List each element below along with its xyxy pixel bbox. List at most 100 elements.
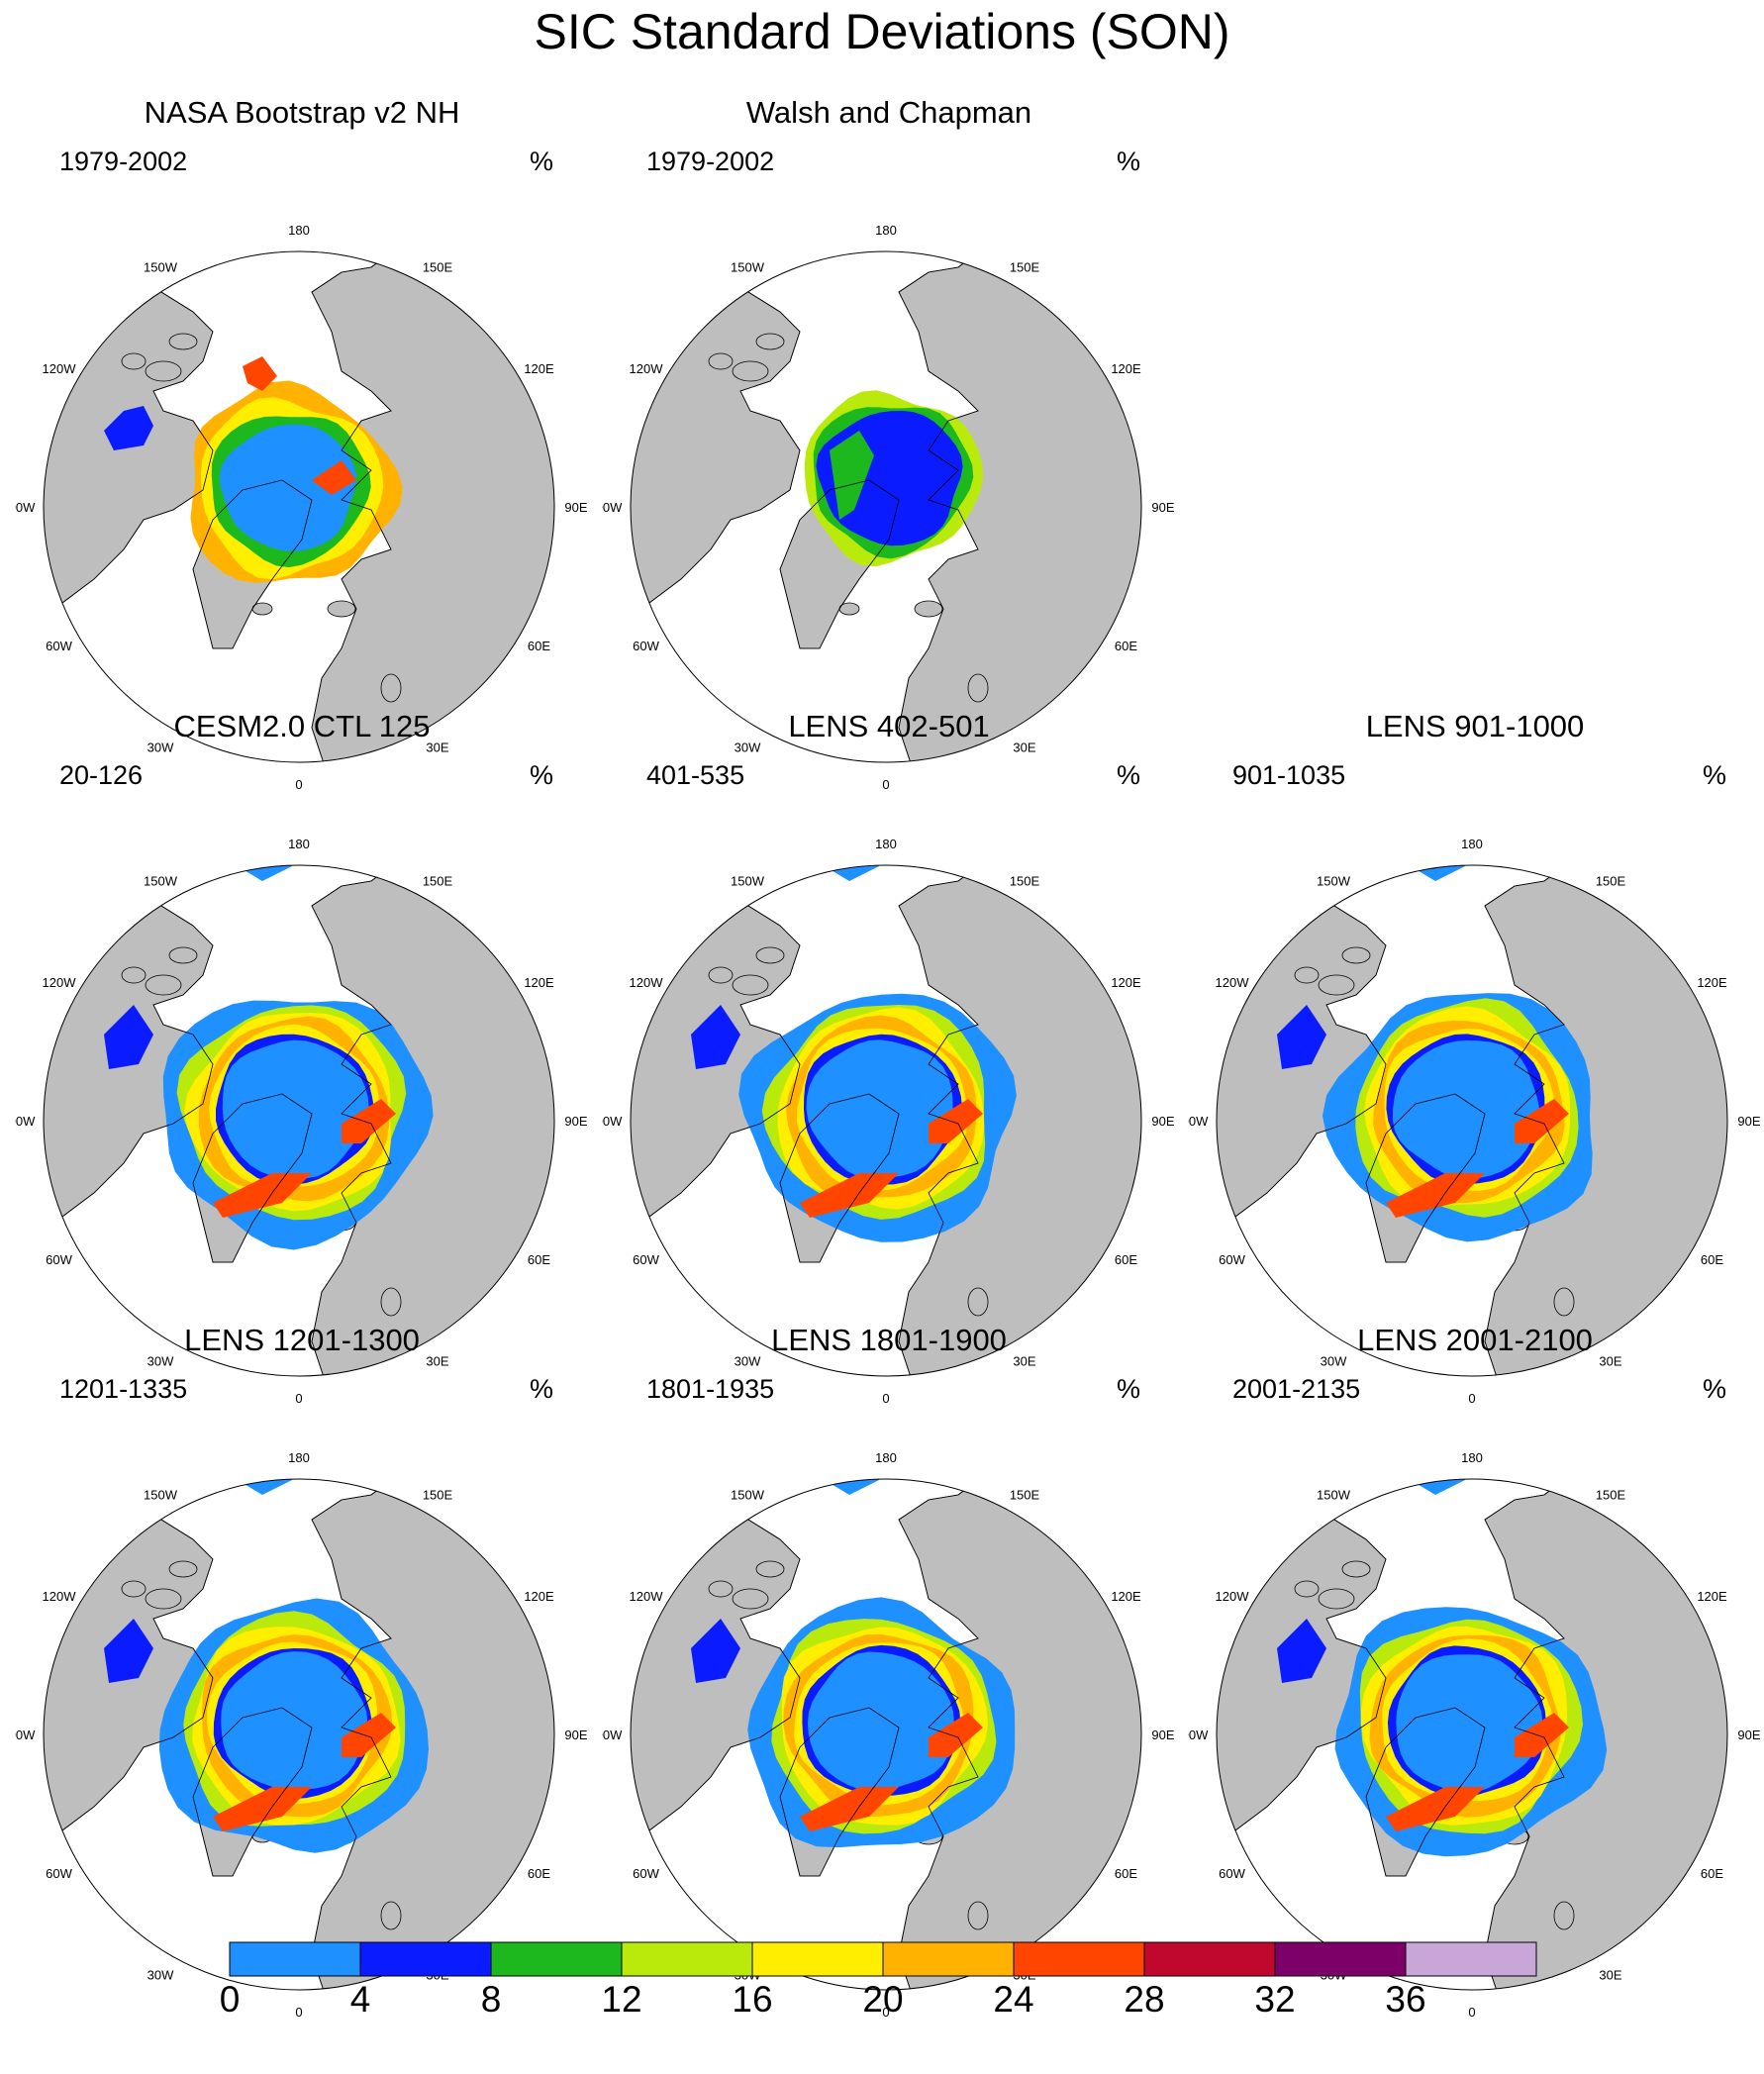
longitude-label: 120E — [1111, 361, 1141, 376]
panel-years: 401-535 — [646, 760, 745, 790]
longitude-label: 0 — [882, 777, 889, 792]
longitude-label: 120W — [1216, 1589, 1250, 1604]
panel-title: LENS 2001-2100 — [1357, 1323, 1593, 1357]
longitude-label: 30W — [735, 741, 761, 755]
longitude-label: 60W — [46, 639, 72, 653]
longitude-label: 90E — [564, 500, 587, 515]
longitude-label: 120W — [43, 361, 77, 376]
longitude-label: 120W — [630, 975, 664, 990]
map-panel: 180 150E 120E 90E 60E 30E 0 30W 60W 90W 120W 150W LE… — [602, 708, 1176, 1406]
panel-unit: % — [1703, 760, 1727, 790]
panel-years: 1801-1935 — [646, 1374, 775, 1404]
colorbar-tick-label: 28 — [1124, 1979, 1165, 2020]
longitude-label: 150W — [1317, 874, 1351, 889]
longitude-label: 0 — [295, 777, 302, 792]
map-panel: 180 150E 120E 90E 60E 30E 0 30W 60W 90W 120W 150W LE… — [15, 1322, 589, 2020]
longitude-label: 150E — [423, 260, 453, 275]
longitude-label: 30E — [1599, 1354, 1621, 1369]
colorbar-tick-label: 8 — [480, 1979, 502, 2020]
longitude-label: 30W — [1321, 1968, 1347, 1983]
colorbar-tick-label: 12 — [601, 1979, 642, 2020]
longitude-label: 150E — [423, 1488, 453, 1503]
panel-title: CESM2.0 CTL 125 — [173, 709, 431, 743]
longitude-label: 90W — [602, 1114, 623, 1129]
longitude-label: 60E — [1115, 1866, 1137, 1881]
longitude-label: 120E — [1111, 1589, 1141, 1604]
panel-years: 2001-2135 — [1232, 1374, 1361, 1404]
longitude-label: 30E — [426, 1354, 448, 1369]
panel-title: LENS 402-501 — [788, 709, 990, 743]
longitude-label: 180 — [1461, 837, 1483, 851]
colorbar-tick-label: 20 — [862, 1979, 904, 2020]
longitude-label: 150W — [144, 260, 178, 275]
longitude-label: 30E — [1599, 1968, 1621, 1983]
map-boundary — [43, 250, 555, 763]
longitude-label: 90W — [1188, 1728, 1209, 1742]
longitude-label: 150E — [1596, 874, 1626, 889]
map-boundary — [630, 1478, 1142, 1991]
longitude-label: 30W — [735, 1354, 761, 1369]
map-panel: 180 150E 120E 90E 60E 30E 0 30W 60W 90W 120W 150W CE… — [15, 708, 589, 1406]
longitude-label: 0 — [295, 1391, 302, 1406]
longitude-label: 0 — [1468, 1391, 1475, 1406]
longitude-label: 150E — [1010, 260, 1040, 275]
longitude-label: 150E — [423, 874, 453, 889]
polar-map: 180 150E 120E 90E 60E 30E 0 30W 60W 90W 120W 150W — [1188, 837, 1761, 1406]
map-boundary — [630, 864, 1142, 1377]
longitude-label: 120E — [1697, 975, 1727, 990]
longitude-label: 180 — [288, 223, 310, 238]
longitude-label: 0 — [882, 1391, 889, 1406]
panel-title: LENS 1801-1900 — [771, 1323, 1007, 1357]
map-panel: 180 150E 120E 90E 60E 30E 0 30W 60W 90W 120W 150W LE… — [1188, 708, 1762, 1406]
panel-years: 20-126 — [59, 760, 144, 790]
longitude-label: 150E — [1010, 1488, 1040, 1503]
map-boundary — [43, 864, 555, 1377]
longitude-label: 60E — [528, 1866, 550, 1881]
figure-title: SIC Standard Deviations (SON) — [534, 4, 1230, 59]
longitude-label: 120W — [43, 1589, 77, 1604]
polar-map: 180 150E 120E 90E 60E 30E 0 30W 60W 90W 120W 150W — [602, 837, 1175, 1406]
panel-unit: % — [530, 147, 554, 176]
longitude-label: 30W — [1321, 1354, 1347, 1369]
longitude-label: 30E — [426, 741, 448, 755]
longitude-label: 90W — [1188, 1114, 1209, 1129]
map-panel: 180 150E 120E 90E 60E 30E 0 30W 60W 90W 120W 150W LE… — [1188, 1322, 1762, 2020]
longitude-label: 60E — [1701, 1866, 1723, 1881]
panel-unit: % — [1117, 147, 1141, 176]
map-panel: 180 150E 120E 90E 60E 30E 0 30W 60W 90W 120W 150W NA… — [15, 94, 589, 792]
longitude-label: 60E — [528, 639, 550, 653]
longitude-label: 150W — [144, 1488, 178, 1503]
panel-title: LENS 901-1000 — [1365, 709, 1585, 743]
longitude-label: 60W — [633, 1866, 659, 1881]
panel-unit: % — [1117, 760, 1141, 790]
longitude-label: 90W — [602, 1728, 623, 1742]
longitude-label: 60E — [1115, 1252, 1137, 1267]
longitude-label: 60E — [1701, 1252, 1723, 1267]
longitude-label: 150E — [1010, 874, 1040, 889]
longitude-label: 150W — [1317, 1488, 1351, 1503]
longitude-label: 90W — [15, 500, 36, 515]
map-boundary — [1216, 1478, 1728, 1991]
longitude-label: 90E — [564, 1728, 587, 1742]
longitude-label: 0 — [882, 2005, 889, 2020]
longitude-label: 120W — [43, 975, 77, 990]
longitude-label: 60E — [1115, 639, 1137, 653]
map-boundary — [1216, 864, 1728, 1377]
longitude-label: 120W — [1216, 975, 1250, 990]
colorbar-tick-label: 16 — [732, 1979, 773, 2020]
colorbar-tick-label: 24 — [993, 1979, 1034, 2020]
longitude-label: 30E — [1013, 741, 1035, 755]
map-panel: 180 150E 120E 90E 60E 30E 0 30W 60W 90W 120W 150W LE… — [602, 1322, 1176, 2020]
panel-unit: % — [1117, 1374, 1141, 1404]
longitude-label: 120E — [524, 361, 554, 376]
panel-years: 1201-1335 — [59, 1374, 188, 1404]
longitude-label: 60W — [46, 1866, 72, 1881]
panel-title: NASA Bootstrap v2 NH — [144, 95, 460, 130]
map-panel: 180 150E 120E 90E 60E 30E 0 30W 60W 90W 120W 150W Wa… — [602, 94, 1176, 792]
longitude-label: 90W — [15, 1114, 36, 1129]
longitude-label: 180 — [875, 837, 897, 851]
longitude-label: 30E — [1013, 1354, 1035, 1369]
panel-title: Walsh and Chapman — [745, 95, 1032, 130]
panel-title: LENS 1201-1300 — [184, 1323, 420, 1357]
panel-years: 1979-2002 — [646, 147, 775, 176]
